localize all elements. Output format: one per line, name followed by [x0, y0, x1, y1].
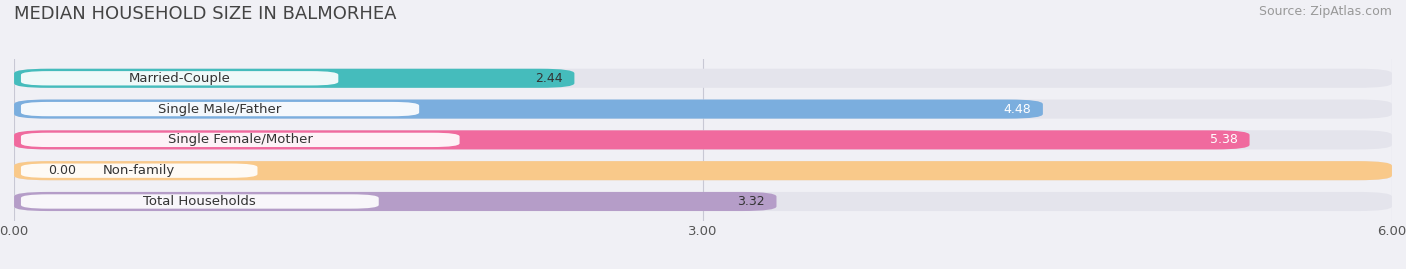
Text: 5.38: 5.38 — [1211, 133, 1239, 146]
Text: 4.48: 4.48 — [1004, 102, 1032, 116]
FancyBboxPatch shape — [14, 69, 1392, 88]
Text: Single Female/Mother: Single Female/Mother — [167, 133, 312, 146]
Text: Non-family: Non-family — [103, 164, 176, 177]
FancyBboxPatch shape — [14, 192, 776, 211]
FancyBboxPatch shape — [21, 102, 419, 116]
FancyBboxPatch shape — [21, 71, 339, 86]
FancyBboxPatch shape — [14, 161, 1392, 180]
Text: 2.44: 2.44 — [536, 72, 562, 85]
FancyBboxPatch shape — [14, 130, 1392, 149]
Text: Source: ZipAtlas.com: Source: ZipAtlas.com — [1258, 5, 1392, 18]
FancyBboxPatch shape — [14, 100, 1392, 119]
Text: Married-Couple: Married-Couple — [129, 72, 231, 85]
FancyBboxPatch shape — [14, 161, 1392, 180]
Text: Total Households: Total Households — [143, 195, 256, 208]
FancyBboxPatch shape — [21, 164, 257, 178]
FancyBboxPatch shape — [14, 130, 1250, 149]
FancyBboxPatch shape — [14, 69, 575, 88]
FancyBboxPatch shape — [21, 133, 460, 147]
Text: MEDIAN HOUSEHOLD SIZE IN BALMORHEA: MEDIAN HOUSEHOLD SIZE IN BALMORHEA — [14, 5, 396, 23]
FancyBboxPatch shape — [14, 100, 1043, 119]
Text: Single Male/Father: Single Male/Father — [159, 102, 281, 116]
FancyBboxPatch shape — [14, 192, 1392, 211]
Text: 3.32: 3.32 — [737, 195, 765, 208]
Text: 0.00: 0.00 — [48, 164, 76, 177]
FancyBboxPatch shape — [21, 194, 378, 209]
